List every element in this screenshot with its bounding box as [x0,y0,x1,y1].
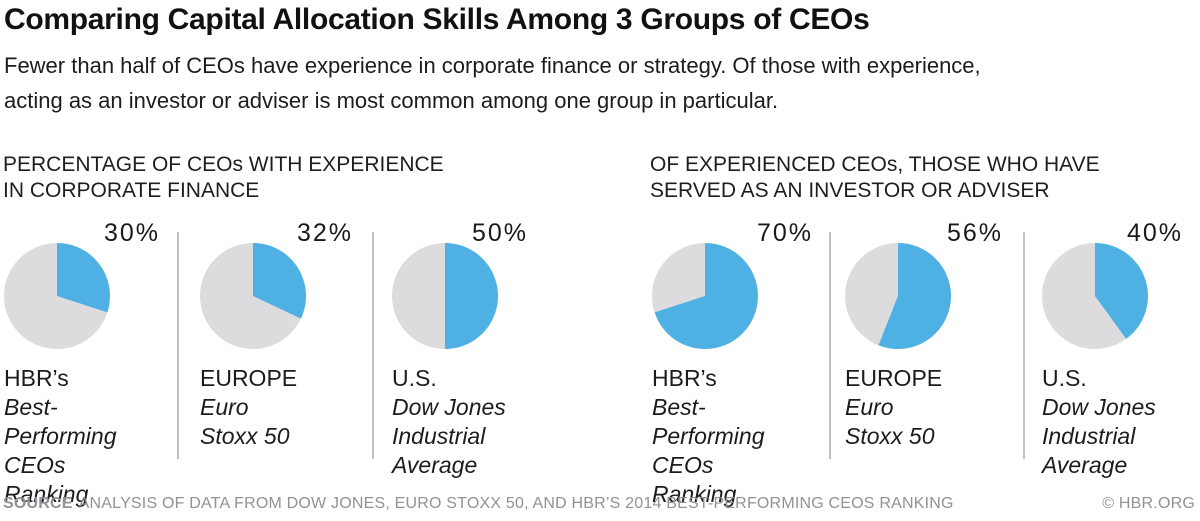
pie-label-name: Euro Stoxx 50 [845,394,935,449]
pie-label-name: Best-Performing CEOs Ranking [4,394,117,507]
divider-rule-1 [177,232,179,459]
pie-value-label-6: 40% [1126,219,1183,247]
pie-label-us-finance: U.S. Dow Jones Industrial Average [392,364,527,480]
pie-label-prefix: EUROPE [200,365,298,391]
pie-label-prefix: HBR’s [4,365,69,391]
divider-rule-2 [372,232,374,459]
pie-value-label-1: 30% [103,219,160,247]
pie-label-name: Dow Jones Industrial Average [1042,394,1156,478]
source-label: SOURCE [3,495,73,512]
pie-label-hbr-investor: HBR’s Best-Performing CEOs Ranking [652,364,772,509]
pie-value-label-3: 50% [471,219,528,247]
pie-label-prefix: HBR’s [652,365,717,391]
pie-label-europe-investor: EUROPE Euro Stoxx 50 [845,364,943,451]
hbr-credit: © HBR.ORG [1102,495,1195,512]
right-group-title-line-2: SERVED AS AN INVESTOR OR ADVISER [650,179,1050,202]
pie-value-label-2: 32% [296,219,353,247]
pie-chart-hbr-investor [652,243,758,349]
pie-chart-europe-investor [845,243,951,349]
left-group-title-line-2: IN CORPORATE FINANCE [3,179,260,202]
page-title: Comparing Capital Allocation Skills Amon… [4,3,870,36]
source-line: SOURCE ANALYSIS OF DATA FROM DOW JONES, E… [3,495,954,513]
pie-label-prefix: EUROPE [845,365,943,391]
pie-label-europe-finance: EUROPE Euro Stoxx 50 [200,364,298,451]
pie-label-prefix: U.S. [1042,365,1087,391]
divider-rule-3 [829,232,831,459]
pie-label-us-investor: U.S. Dow Jones Industrial Average [1042,364,1177,480]
pie-chart-hbr-finance [4,243,110,349]
left-group-title-line-1: PERCENTAGE OF CEOs WITH EXPERIENCE [3,153,444,176]
pie-label-name: Dow Jones Industrial Average [392,394,506,478]
pie-label-hbr-finance: HBR’s Best-Performing CEOs Ranking [4,364,124,509]
pie-chart-us-investor [1042,243,1148,349]
right-group-title-line-1: OF EXPERIENCED CEOs, THOSE WHO HAVE [650,153,1100,176]
subtitle-line-1: Fewer than half of CEOs have experience … [4,53,981,78]
pie-value-label-4: 70% [756,219,813,247]
pie-label-prefix: U.S. [392,365,437,391]
pie-label-name: Euro Stoxx 50 [200,394,290,449]
pie-chart-europe-finance [200,243,306,349]
pie-value-label-5: 56% [946,219,1003,247]
pie-chart-us-finance [392,243,498,349]
source-text: ANALYSIS OF DATA FROM DOW JONES, EURO ST… [78,495,954,512]
divider-rule-4 [1023,232,1025,459]
pie-label-name: Best-Performing CEOs Ranking [652,394,765,507]
subtitle-line-2: acting as an investor or adviser is most… [4,88,779,113]
